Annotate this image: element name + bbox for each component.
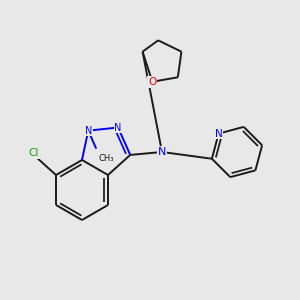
Text: N: N [114,122,122,133]
Text: N: N [85,126,92,136]
Text: CH₃: CH₃ [98,154,114,163]
Text: Cl: Cl [29,148,39,158]
Text: O: O [148,77,157,87]
Text: N: N [158,147,166,157]
Text: N: N [215,129,223,139]
